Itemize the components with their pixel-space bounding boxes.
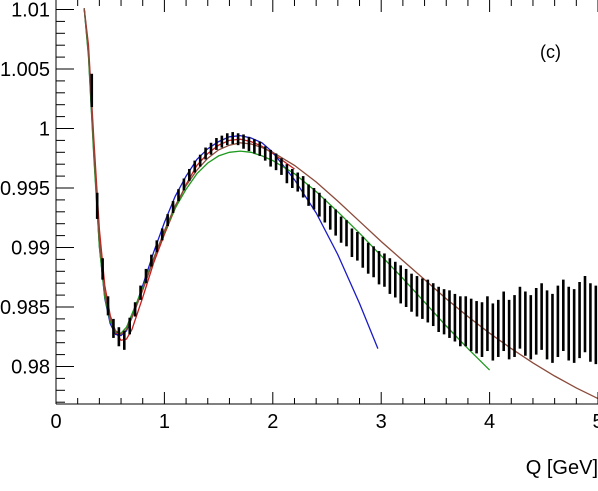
fit-curve-4 [83,8,598,400]
x-tick-label: 0 [50,411,61,433]
y-tick-label: 1 [39,119,50,141]
x-axis-title: Q [GeV] [526,457,598,479]
x-tick-label: 1 [159,411,170,433]
y-tick-label: 1.01 [11,0,50,22]
x-tick-label: 2 [267,411,278,433]
y-tick-label: 0.985 [0,297,50,319]
axes: 0 1 2 3 4 5 0.98 0.985 0.99 0.995 1 1.005 1.01 [0,0,598,433]
x-tick-label: 4 [484,411,495,433]
fit-curve-2 [83,8,379,349]
data-points [90,73,598,365]
y-tick-label: 0.995 [0,178,50,200]
y-tick-label: 0.98 [11,357,50,379]
x-tick-label: 3 [376,411,387,433]
x-tick-label: 5 [592,411,598,433]
panel-label: (c) [540,42,561,62]
y-tick-label: 0.99 [11,238,50,260]
y-tick-label: 1.005 [0,59,50,81]
